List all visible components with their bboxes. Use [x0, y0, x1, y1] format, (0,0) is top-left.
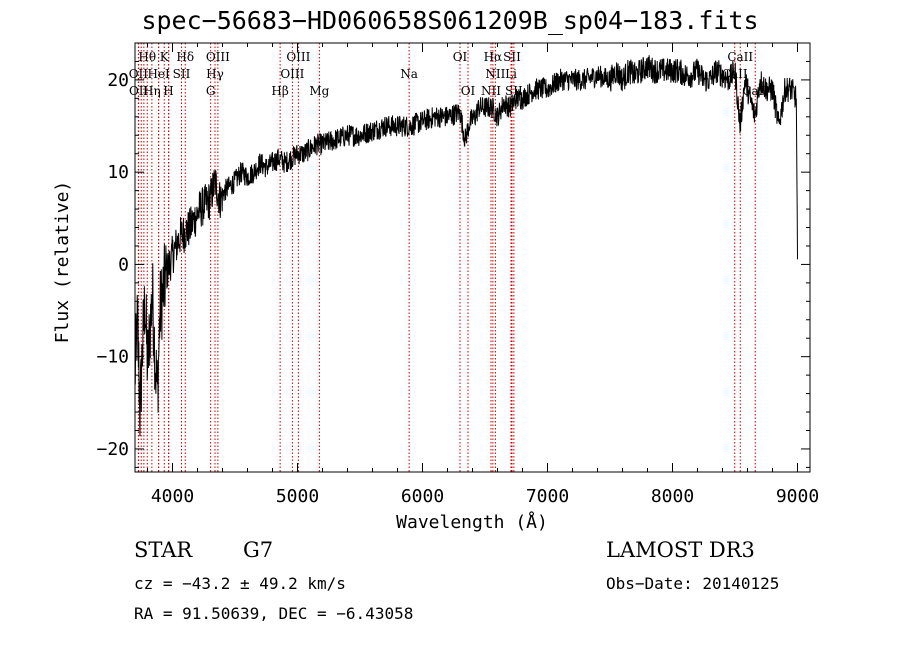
- x-tick-label: 5000: [276, 486, 319, 507]
- spectral-line-label: OIII: [280, 67, 304, 81]
- spectral-line-label: Li: [505, 67, 517, 81]
- spectral-line-label: CaII: [727, 50, 753, 64]
- spectral-line-label: HeI: [147, 67, 170, 81]
- spectral-line-label: Mg: [309, 84, 329, 98]
- object-subclass: G7: [243, 538, 274, 562]
- y-tick-label: 10: [107, 162, 129, 183]
- spectral-line-label: NII: [485, 67, 505, 81]
- survey-name: LAMOST DR3: [606, 538, 755, 562]
- x-tick-label: 8000: [651, 486, 694, 507]
- spectral-line-label: K: [160, 50, 170, 64]
- spectral-line-label: OIII: [286, 50, 310, 64]
- x-tick-label: 7000: [526, 486, 569, 507]
- x-tick-label: 9000: [776, 486, 819, 507]
- spectrum-line: [134, 55, 798, 437]
- spectral-line-label: OI: [453, 50, 468, 64]
- spectral-line-label: Hγ: [206, 67, 224, 81]
- spectral-line-label: OIII: [206, 50, 230, 64]
- y-axis: −20 −10 0 10 20: [96, 42, 810, 468]
- x-tick-label: 4000: [151, 486, 194, 507]
- spectral-line-label: OII: [129, 67, 149, 81]
- redshift-readout: cz = −43.2 ± 49.2 km/s: [134, 574, 346, 593]
- x-axis-label: Wavelength (Å): [396, 511, 548, 533]
- spectral-line-label: Na: [400, 67, 418, 81]
- series-layer: [134, 55, 798, 437]
- chart-title: spec−56683−HD060658S061209B_sp04−183.fit…: [141, 6, 759, 35]
- spectral-line-label: Hη: [143, 84, 161, 98]
- spectral-line-label: Hθ: [138, 50, 156, 64]
- spectral-line-label: OII: [129, 84, 149, 98]
- y-tick-label: 20: [107, 70, 129, 91]
- spectral-line-label: SII: [173, 67, 191, 81]
- spectral-line-label: Hα: [484, 50, 503, 64]
- spectral-line-label: SII: [503, 50, 521, 64]
- y-axis-label: Flux (relative): [52, 181, 73, 344]
- spectral-line-label: H: [163, 84, 173, 98]
- y-tick-label: −20: [96, 439, 129, 460]
- spectral-line-label: NII: [481, 84, 501, 98]
- y-tick-label: 0: [118, 254, 129, 275]
- spectral-line-label: OI: [461, 84, 476, 98]
- x-axis: 4000 5000 6000 7000 8000 9000: [147, 43, 819, 507]
- x-tick-label: 6000: [401, 486, 444, 507]
- coordinates: RA = 91.50639, DEC = −6.43058: [134, 604, 414, 623]
- spectral-line-label: Hδ: [176, 50, 194, 64]
- spectral-line-label: Hβ: [271, 84, 288, 98]
- plot-frame: [134, 42, 811, 473]
- obs-date: Obs−Date: 20140125: [606, 574, 780, 593]
- spectral-line-label: G: [206, 84, 216, 98]
- object-class: STAR: [134, 538, 193, 562]
- y-tick-label: −10: [96, 347, 129, 368]
